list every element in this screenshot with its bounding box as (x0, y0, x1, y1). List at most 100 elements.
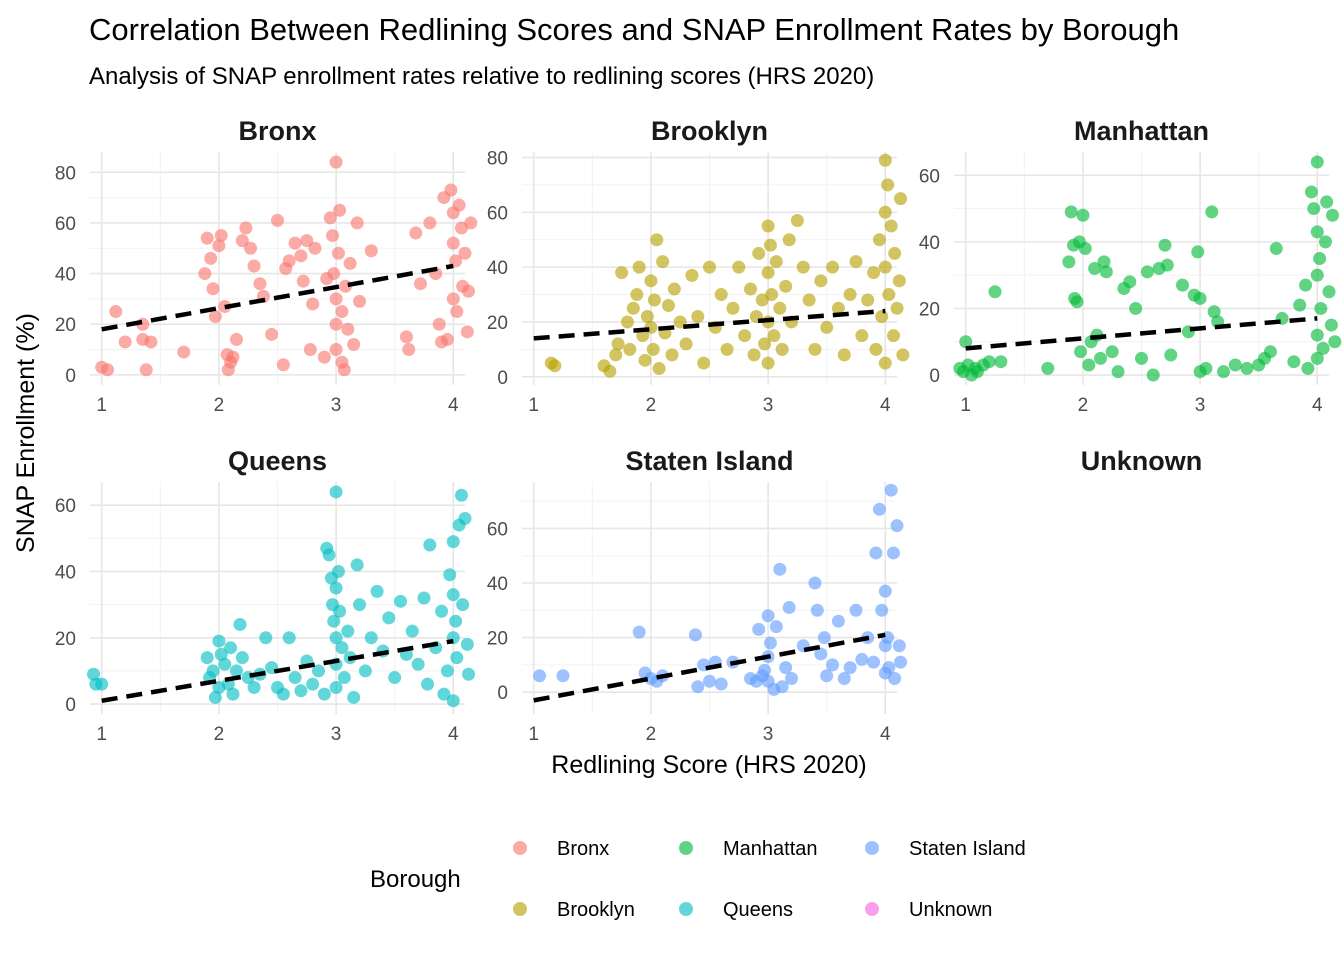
data-point (333, 604, 347, 618)
data-point (294, 684, 308, 698)
legend-item-staten-island: Staten Island (865, 838, 1026, 860)
data-point (303, 343, 317, 357)
data-point (878, 205, 892, 219)
data-point (462, 284, 476, 298)
data-point (1097, 255, 1111, 269)
data-point (556, 669, 570, 683)
facet-title: Bronx (238, 116, 316, 146)
y-axis-title: SNAP Enrollment (%) (12, 313, 40, 553)
data-point (353, 294, 367, 308)
data-point (177, 345, 191, 359)
data-point (878, 356, 892, 370)
data-point (350, 216, 364, 230)
data-point (1123, 275, 1137, 289)
legend-label: Manhattan (723, 838, 818, 860)
data-point (843, 288, 857, 302)
x-tick-label: 3 (1195, 395, 1206, 416)
data-point (763, 636, 777, 650)
data-point (109, 305, 123, 319)
data-point (1322, 285, 1336, 299)
data-point (886, 329, 900, 343)
y-tick-label: 60 (487, 203, 508, 224)
data-point (95, 677, 109, 691)
data-point (1205, 205, 1219, 219)
data-point (288, 671, 302, 685)
data-point (773, 562, 787, 576)
x-tick-label: 1 (96, 724, 107, 745)
data-point (229, 332, 243, 346)
data-point (394, 594, 408, 608)
data-point (200, 231, 214, 245)
chart-subtitle: Analysis of SNAP enrollment rates relati… (89, 63, 874, 90)
data-point (218, 657, 232, 671)
data-point (758, 663, 772, 677)
data-point (206, 664, 220, 678)
data-point (239, 221, 253, 235)
data-point (443, 568, 457, 582)
data-point (317, 687, 331, 701)
data-point (450, 651, 464, 665)
x-tick-label: 3 (763, 724, 774, 745)
data-point (1240, 361, 1254, 375)
data-point (661, 299, 675, 313)
legend-label: Staten Island (909, 838, 1026, 860)
data-point (894, 655, 908, 669)
data-point (894, 192, 908, 206)
data-point (296, 274, 310, 288)
data-point (462, 667, 476, 681)
data-point (665, 348, 679, 362)
y-tick-label: 60 (55, 214, 76, 235)
data-point (630, 288, 644, 302)
data-point (327, 614, 341, 628)
data-point (329, 631, 343, 645)
data-point (882, 661, 896, 675)
legend-key (679, 902, 693, 916)
data-point (294, 249, 308, 263)
data-point (308, 241, 322, 255)
data-point (1318, 235, 1332, 249)
data-point (548, 359, 562, 373)
y-tick-label: 20 (487, 629, 508, 650)
data-point (347, 337, 361, 351)
data-point (382, 611, 396, 625)
facet-title: Staten Island (625, 446, 793, 476)
data-point (1263, 345, 1277, 359)
legend-item-brooklyn: Brooklyn (513, 899, 635, 921)
data-point (808, 576, 822, 590)
data-point (732, 260, 746, 274)
legend-title: Borough (370, 866, 461, 893)
data-point (1316, 341, 1330, 355)
data-point (229, 664, 243, 678)
data-point (337, 363, 351, 377)
data-point (458, 246, 472, 260)
data-point (886, 546, 900, 560)
data-point (820, 320, 834, 334)
data-point (779, 661, 793, 675)
data-point (1207, 305, 1221, 319)
data-point (329, 155, 343, 169)
data-point (615, 266, 629, 280)
x-tick-label: 2 (214, 395, 225, 416)
data-point (685, 268, 699, 282)
data-point (869, 342, 883, 356)
x-tick-label: 4 (448, 395, 459, 416)
data-point (450, 305, 464, 319)
data-point (758, 337, 772, 351)
data-point (763, 238, 777, 252)
y-tick-label: 20 (55, 315, 76, 336)
data-point (869, 546, 883, 560)
data-point (867, 655, 881, 669)
data-point (1082, 358, 1096, 372)
x-tick-label: 4 (1312, 395, 1323, 416)
data-point (226, 350, 240, 364)
data-point (872, 502, 886, 516)
data-point (775, 342, 789, 356)
facet-title: Queens (228, 446, 327, 476)
data-point (1088, 262, 1102, 275)
data-point (775, 680, 789, 694)
y-tick-label: 0 (929, 366, 940, 387)
data-point (329, 317, 343, 331)
data-point (1328, 335, 1342, 349)
data-point (820, 669, 834, 683)
